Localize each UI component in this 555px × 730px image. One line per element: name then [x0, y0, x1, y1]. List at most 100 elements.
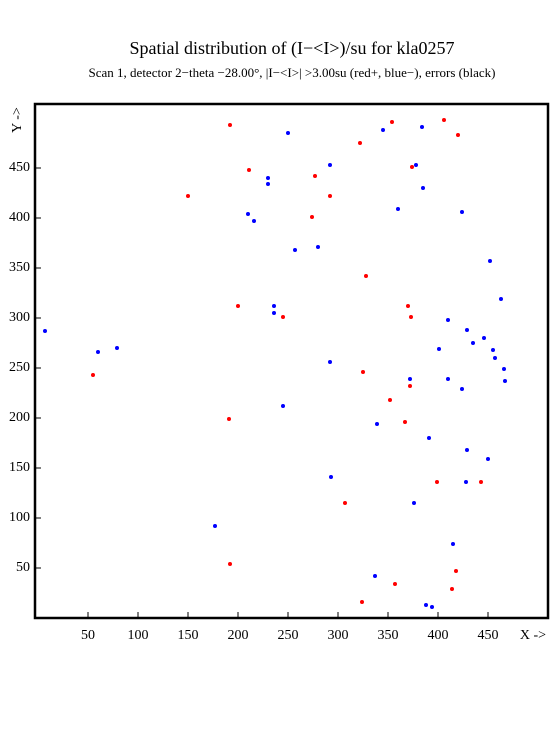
point — [186, 194, 190, 198]
point — [460, 210, 464, 214]
point — [252, 219, 256, 223]
point — [410, 165, 414, 169]
point — [465, 328, 469, 332]
point — [361, 370, 365, 374]
point — [406, 304, 410, 308]
point — [424, 603, 428, 607]
point — [421, 186, 425, 190]
chart-title: Spatial distribution of (I−<I>)/su for k… — [130, 38, 455, 59]
point — [414, 163, 418, 167]
point — [396, 207, 400, 211]
x-tick-label: 50 — [81, 628, 95, 643]
point — [403, 420, 407, 424]
y-tick-label: 450 — [9, 160, 30, 175]
point — [408, 384, 412, 388]
point — [446, 377, 450, 381]
y-axis-label: Y -> — [10, 107, 25, 133]
point — [246, 212, 250, 216]
point — [493, 356, 497, 360]
point — [408, 377, 412, 381]
point — [390, 120, 394, 124]
point — [272, 304, 276, 308]
point — [266, 176, 270, 180]
point — [213, 524, 217, 528]
point — [286, 131, 290, 135]
point — [381, 128, 385, 132]
point — [465, 448, 469, 452]
point — [375, 422, 379, 426]
plot-frame — [33, 102, 550, 620]
point — [503, 379, 507, 383]
point — [430, 605, 434, 609]
point — [228, 562, 232, 566]
point — [456, 133, 460, 137]
y-tick-label: 150 — [9, 460, 30, 475]
y-tick-label: 300 — [9, 310, 30, 325]
y-tick-label: 400 — [9, 210, 30, 225]
point — [393, 582, 397, 586]
x-tick-label: 300 — [328, 628, 349, 643]
point — [328, 194, 332, 198]
point — [329, 475, 333, 479]
x-axis-label: X -> — [520, 628, 546, 643]
point — [502, 367, 506, 371]
x-tick-label: 450 — [478, 628, 499, 643]
point — [316, 245, 320, 249]
x-tick-label: 350 — [378, 628, 399, 643]
point — [96, 350, 100, 354]
point — [310, 215, 314, 219]
point — [435, 480, 439, 484]
y-tick-label: 100 — [9, 510, 30, 525]
point — [43, 329, 47, 333]
point — [479, 480, 483, 484]
point — [115, 346, 119, 350]
point — [488, 259, 492, 263]
point — [328, 360, 332, 364]
point — [388, 398, 392, 402]
point — [486, 457, 490, 461]
point — [281, 315, 285, 319]
point — [313, 174, 317, 178]
point — [272, 311, 276, 315]
point — [464, 480, 468, 484]
point — [364, 274, 368, 278]
point — [343, 501, 347, 505]
point — [482, 336, 486, 340]
point — [454, 569, 458, 573]
x-tick-label: 400 — [428, 628, 449, 643]
point — [293, 248, 297, 252]
point — [427, 436, 431, 440]
point — [471, 341, 475, 345]
point — [227, 417, 231, 421]
point — [442, 118, 446, 122]
x-tick-label: 100 — [128, 628, 149, 643]
x-tick-label: 150 — [178, 628, 199, 643]
point — [450, 587, 454, 591]
point — [228, 123, 232, 127]
point — [91, 373, 95, 377]
chart-subtitle: Scan 1, detector 2−theta −28.00°, |I−<I>… — [89, 65, 496, 80]
point — [460, 387, 464, 391]
point — [420, 125, 424, 129]
point — [409, 315, 413, 319]
y-tick-label: 50 — [16, 560, 30, 575]
point — [328, 163, 332, 167]
point — [236, 304, 240, 308]
y-tick-label: 200 — [9, 410, 30, 425]
point — [266, 182, 270, 186]
point — [499, 297, 503, 301]
point — [281, 404, 285, 408]
point — [446, 318, 450, 322]
point — [247, 168, 251, 172]
point — [437, 347, 441, 351]
point — [491, 348, 495, 352]
y-tick-label: 250 — [9, 360, 30, 375]
point — [451, 542, 455, 546]
point — [412, 501, 416, 505]
x-tick-label: 200 — [228, 628, 249, 643]
point — [360, 600, 364, 604]
point — [373, 574, 377, 578]
x-tick-label: 250 — [278, 628, 299, 643]
